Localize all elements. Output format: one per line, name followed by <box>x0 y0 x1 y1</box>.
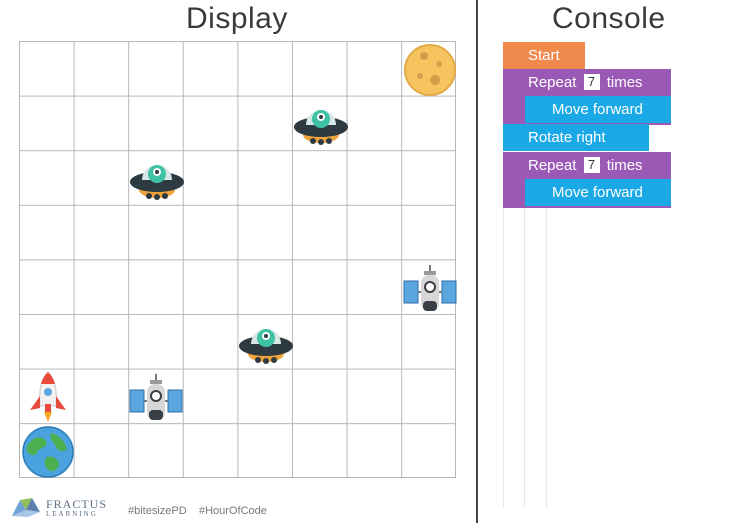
repeat-block-suffix: times <box>606 157 643 174</box>
panel-divider <box>476 0 478 523</box>
display-title: Display <box>186 2 288 35</box>
rocket-icon <box>30 371 66 422</box>
logo-text-bottom: LEARNING <box>46 510 98 518</box>
console-guide-line <box>524 208 525 508</box>
repeat-block-label: Repeat <box>528 157 577 174</box>
display-grid <box>19 41 457 478</box>
move-forward-block[interactable]: Move forward <box>525 96 671 123</box>
fractus-logo-icon <box>12 498 40 517</box>
console-guide-line <box>546 208 547 508</box>
move-forward-block[interactable]: Move forward <box>525 179 671 206</box>
hashtag-hourofcode: #HourOfCode <box>199 505 267 517</box>
earth-icon <box>22 426 74 478</box>
start-block-label: Start <box>528 47 560 64</box>
fractus-logo: FRACTUS LEARNING <box>46 498 107 518</box>
console-title: Console <box>552 2 666 35</box>
start-block[interactable]: Start <box>503 42 585 69</box>
alien-ufo-icon <box>294 110 348 145</box>
satellite-icon <box>403 265 457 311</box>
alien-ufo-icon <box>239 329 293 364</box>
repeat-block-label: Repeat <box>528 74 577 91</box>
repeat-block-suffix: times <box>606 74 643 91</box>
move-forward-label: Move forward <box>552 184 643 201</box>
satellite-icon <box>129 374 183 420</box>
moon-icon <box>404 44 456 96</box>
rotate-right-block[interactable]: Rotate right <box>503 124 649 151</box>
rotate-right-label: Rotate right <box>528 129 606 146</box>
alien-ufo-icon <box>130 165 184 200</box>
console-guide-line <box>503 208 504 508</box>
move-forward-label: Move forward <box>552 101 643 118</box>
hashtag-bitesizepd: #bitesizePD <box>128 505 187 517</box>
repeat-count-input[interactable]: 7 <box>583 74 600 90</box>
repeat-count-input[interactable]: 7 <box>583 157 600 173</box>
logo-text-top: FRACTUS <box>46 497 108 511</box>
